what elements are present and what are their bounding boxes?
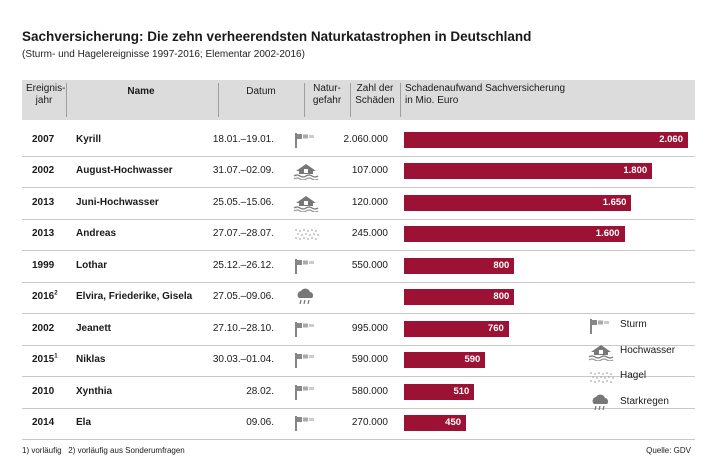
bar-value-label: 1.600 bbox=[595, 228, 620, 240]
bar: 590 bbox=[404, 352, 486, 369]
header-hazard: Natur-gefahr bbox=[312, 83, 342, 106]
bar-value-label: 1.800 bbox=[623, 165, 648, 177]
row-divider bbox=[22, 376, 695, 377]
header-damage: Schadenaufwand Sachversicherung in Mio. E… bbox=[405, 83, 566, 106]
row-date: 27.07.–28.07. bbox=[212, 228, 274, 240]
starkregen-icon bbox=[588, 394, 614, 417]
row-date: 28.02. bbox=[246, 385, 274, 397]
bar: 800 bbox=[404, 289, 515, 306]
row-divider bbox=[22, 250, 695, 251]
header-claims: Zahl der Schäden bbox=[355, 83, 395, 106]
row-date: 09.06. bbox=[246, 417, 274, 429]
legend-label: Hochwasser bbox=[620, 344, 676, 356]
footnote: 1) vorläufig 2) vorläufig aus Sonderumfr… bbox=[22, 446, 185, 455]
bar-value-label: 590 bbox=[464, 354, 481, 366]
sturm-icon bbox=[293, 414, 319, 437]
row-name: Kyrill bbox=[76, 133, 102, 145]
row-year: 2007 bbox=[32, 133, 55, 145]
chart-title: Sachversicherung: Die zehn verheerendste… bbox=[22, 29, 532, 44]
header-name: Name bbox=[127, 86, 155, 97]
row-divider bbox=[22, 439, 695, 440]
row-divider bbox=[22, 407, 695, 409]
row-claims: 270.000 bbox=[351, 417, 388, 429]
bar: 1.600 bbox=[404, 226, 625, 243]
bar: 510 bbox=[404, 383, 475, 400]
row-year: 20151 bbox=[32, 353, 58, 366]
bar-value-label: 760 bbox=[487, 322, 504, 334]
row-claims: 245.000 bbox=[351, 228, 388, 240]
row-claims: 580.000 bbox=[351, 385, 388, 397]
row-year: 1999 bbox=[32, 259, 55, 271]
hochwasser-icon bbox=[588, 343, 614, 366]
row-divider bbox=[22, 344, 695, 346]
row-date: 27.10.–28.10. bbox=[212, 322, 274, 334]
row-date: 27.05.–09.06. bbox=[212, 291, 274, 303]
row-name: August-Hochwasser bbox=[76, 165, 173, 177]
sturm-icon bbox=[293, 257, 319, 280]
legend-label: Hagel bbox=[620, 370, 647, 381]
bar-value-label: 510 bbox=[453, 385, 470, 397]
row-name: Elvira, Friederike, Gisela bbox=[76, 291, 193, 303]
row-year: 2002 bbox=[32, 165, 55, 177]
row-claims: 2.060.000 bbox=[343, 133, 389, 145]
row-name: Ela bbox=[76, 417, 92, 429]
bar: 1.650 bbox=[404, 194, 632, 211]
bar: 800 bbox=[404, 257, 515, 274]
row-date: 18.01.–19.01. bbox=[212, 133, 274, 145]
row-divider bbox=[22, 313, 695, 314]
sturm-icon bbox=[293, 383, 319, 406]
row-name: Niklas bbox=[76, 354, 106, 366]
legend-label: Starkregen bbox=[620, 395, 669, 407]
row-claims: 995.000 bbox=[351, 322, 388, 334]
bar-value-label: 800 bbox=[493, 291, 510, 303]
sturm-icon bbox=[293, 131, 319, 154]
row-divider bbox=[22, 155, 695, 157]
bar: 760 bbox=[404, 320, 509, 337]
sturm-icon bbox=[293, 320, 319, 343]
bar-value-label: 800 bbox=[493, 259, 510, 271]
row-claims: 120.000 bbox=[351, 196, 388, 208]
starkregen-icon bbox=[293, 288, 319, 311]
hochwasser-icon bbox=[293, 162, 319, 185]
header-date: Datum bbox=[246, 86, 276, 97]
bar-value-label: 450 bbox=[445, 417, 462, 429]
sturm-icon bbox=[293, 351, 319, 374]
bar: 2.060 bbox=[404, 131, 688, 148]
row-year: 2010 bbox=[32, 385, 55, 397]
row-claims: 550.000 bbox=[351, 259, 388, 271]
row-name: Jeanett bbox=[76, 322, 112, 334]
row-claims: 590.000 bbox=[351, 354, 388, 366]
source: Quelle: GDV bbox=[646, 446, 691, 455]
row-claims: 107.000 bbox=[351, 165, 388, 177]
sturm-icon bbox=[588, 317, 614, 340]
row-year: 2014 bbox=[32, 417, 55, 429]
row-name: Lothar bbox=[76, 259, 108, 271]
row-year: 2013 bbox=[32, 228, 55, 240]
legend-label: Sturm bbox=[620, 319, 647, 330]
header-year: Ereignis-jahr bbox=[26, 83, 66, 106]
row-name: Juni-Hochwasser bbox=[76, 196, 159, 208]
row-date: 25.05.–15.06. bbox=[212, 196, 274, 208]
row-year: 2002 bbox=[32, 322, 55, 334]
bar-value-label: 2.060 bbox=[659, 133, 683, 145]
row-date: 31.07.–02.09. bbox=[212, 165, 274, 177]
row-year: 20162 bbox=[32, 290, 58, 303]
bar: 1.800 bbox=[404, 163, 653, 180]
row-date: 25.12.–26.12. bbox=[212, 259, 274, 271]
chart-subtitle: (Sturm- und Hagelereignisse 1997-2016; E… bbox=[22, 49, 305, 60]
hochwasser-icon bbox=[293, 194, 319, 217]
row-divider bbox=[22, 187, 695, 188]
row-year: 2013 bbox=[32, 196, 55, 208]
row-name: Andreas bbox=[76, 228, 117, 240]
row-name: Xynthia bbox=[76, 385, 113, 397]
table-header: Ereignis-jahr Name Datum Natur-gefahr Za… bbox=[22, 80, 695, 120]
hagel-icon bbox=[588, 368, 614, 391]
row-divider bbox=[22, 218, 695, 220]
bar: 450 bbox=[404, 415, 467, 432]
bar-value-label: 1.650 bbox=[602, 196, 627, 208]
hagel-icon bbox=[293, 225, 319, 248]
row-date: 30.03.–01.04. bbox=[212, 354, 274, 366]
row-divider bbox=[22, 281, 695, 283]
